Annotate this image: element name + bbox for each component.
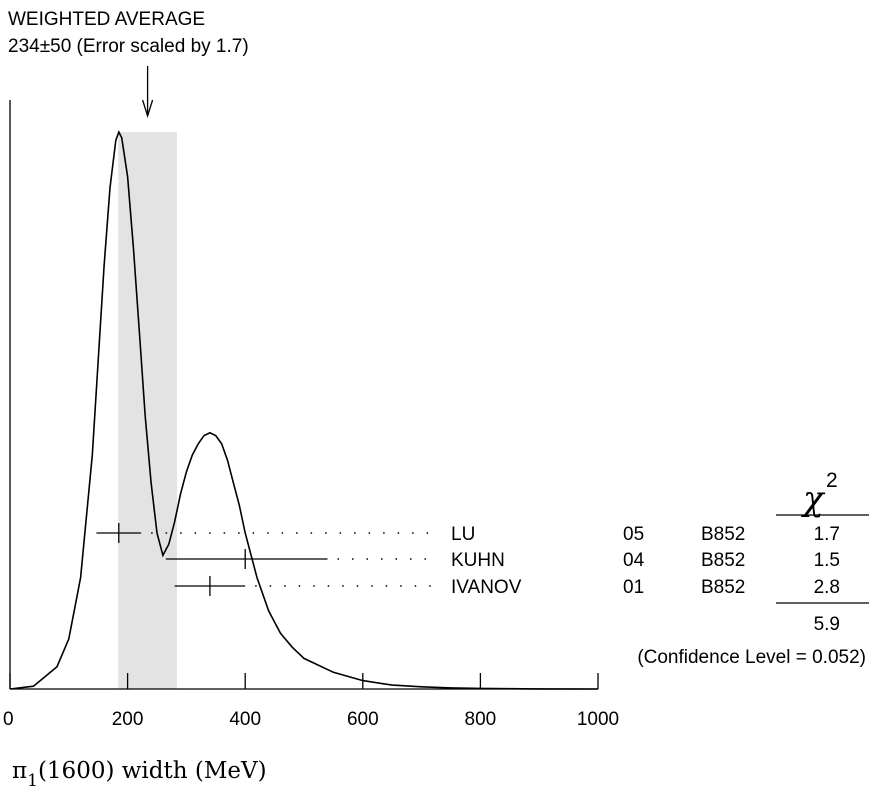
measurement-year: 04 (623, 550, 645, 571)
x-tick-label: 800 (465, 709, 497, 730)
x-axis-label: π1(1600) width (MeV) (12, 758, 267, 791)
ideogram-curve (9, 129, 599, 690)
chart-subtitle: 234±50 (Error scaled by 1.7) (8, 36, 249, 57)
measurement-name: LU (451, 524, 475, 545)
chi2-superscript: 2 (826, 469, 838, 492)
chart-title: WEIGHTED AVERAGE (8, 9, 205, 30)
x-axis-label-text: (1600) width (MeV) (38, 758, 267, 784)
measurement-row: LU 05 B852 1.7 (96, 523, 840, 545)
measurements: LU 05 B852 1.7 KUHN 04 B852 1.5 IVANOV 01 B852 2.8 (96, 523, 840, 598)
measurement-chi2: 2.8 (814, 577, 840, 598)
measurement-row: KUHN 04 B852 1.5 (165, 549, 840, 571)
x-tick-label: 1000 (577, 709, 619, 730)
measurement-year: 05 (623, 524, 644, 545)
x-axis-label-symbol: π (12, 758, 27, 784)
confidence-level: (Confidence Level = 0.052) (637, 647, 866, 668)
measurement-name: KUHN (451, 550, 505, 571)
measurement-technique: B852 (701, 577, 745, 598)
measurement-year: 01 (623, 577, 644, 598)
x-axis-tick-labels: 0 200 400 600 800 1000 (3, 709, 619, 730)
x-tick-label: 600 (347, 709, 379, 730)
measurement-row: IVANOV 01 B852 2.8 (174, 576, 840, 598)
measurement-technique: B852 (701, 550, 745, 571)
chi2-symbol: χ (801, 479, 826, 519)
average-band (118, 132, 177, 689)
x-axis-ticks (9, 673, 599, 689)
chi2-total: 5.9 (814, 614, 840, 635)
measurement-chi2: 1.7 (814, 524, 840, 545)
x-tick-label: 400 (229, 709, 261, 730)
x-tick-label: 200 (112, 709, 144, 730)
measurement-technique: B852 (701, 524, 745, 545)
measurement-chi2: 1.5 (814, 550, 840, 571)
average-arrow-icon (141, 66, 154, 119)
measurement-name: IVANOV (451, 577, 522, 598)
x-tick-label: 0 (3, 709, 14, 730)
x-axis-label-subscript: 1 (27, 771, 38, 791)
